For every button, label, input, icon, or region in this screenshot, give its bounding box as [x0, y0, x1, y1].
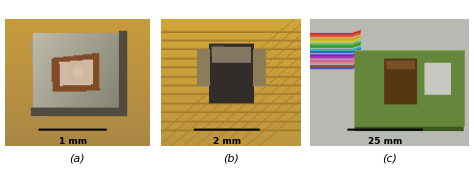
Text: 25 mm: 25 mm	[368, 137, 402, 146]
Text: (b): (b)	[223, 153, 239, 163]
Text: 2 mm: 2 mm	[213, 137, 241, 146]
Text: (c): (c)	[383, 153, 397, 163]
Text: (a): (a)	[69, 153, 85, 163]
Text: 1 mm: 1 mm	[59, 137, 87, 146]
